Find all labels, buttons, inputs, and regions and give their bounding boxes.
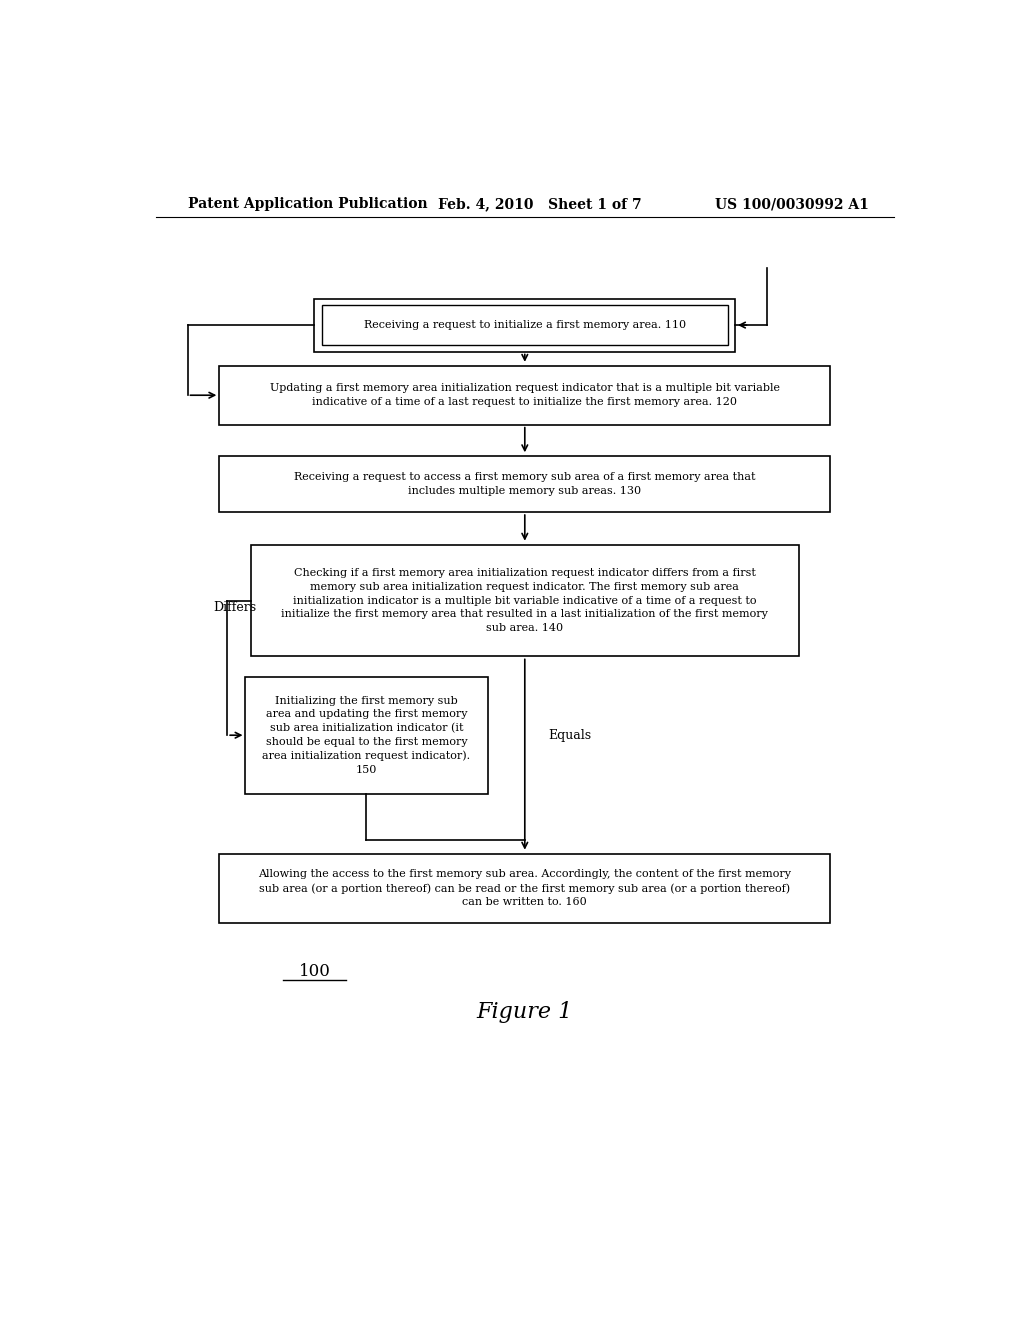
Bar xyxy=(314,298,735,351)
Text: Allowing the access to the first memory sub area. Accordingly, the content of th: Allowing the access to the first memory … xyxy=(258,869,792,907)
Text: US 100/0030992 A1: US 100/0030992 A1 xyxy=(715,197,869,211)
Bar xyxy=(219,366,830,425)
Bar xyxy=(251,545,799,656)
Bar xyxy=(322,305,728,346)
Text: Feb. 4, 2010   Sheet 1 of 7: Feb. 4, 2010 Sheet 1 of 7 xyxy=(437,197,641,211)
Text: Receiving a request to access a first memory sub area of a first memory area tha: Receiving a request to access a first me… xyxy=(294,473,756,496)
Bar xyxy=(246,677,487,793)
Text: Differs: Differs xyxy=(214,601,257,614)
Text: Receiving a request to initialize a first memory area. 110: Receiving a request to initialize a firs… xyxy=(364,319,686,330)
Bar xyxy=(219,457,830,512)
Text: Patent Application Publication: Patent Application Publication xyxy=(187,197,427,211)
Text: Checking if a first memory area initialization request indicator differs from a : Checking if a first memory area initiali… xyxy=(282,569,768,632)
Text: 100: 100 xyxy=(299,964,331,979)
Bar xyxy=(219,854,830,923)
Text: Equals: Equals xyxy=(549,729,592,742)
Text: Figure 1: Figure 1 xyxy=(477,1001,572,1023)
Text: Updating a first memory area initialization request indicator that is a multiple: Updating a first memory area initializat… xyxy=(269,383,780,407)
Text: Initializing the first memory sub
area and updating the first memory
sub area in: Initializing the first memory sub area a… xyxy=(262,696,471,775)
